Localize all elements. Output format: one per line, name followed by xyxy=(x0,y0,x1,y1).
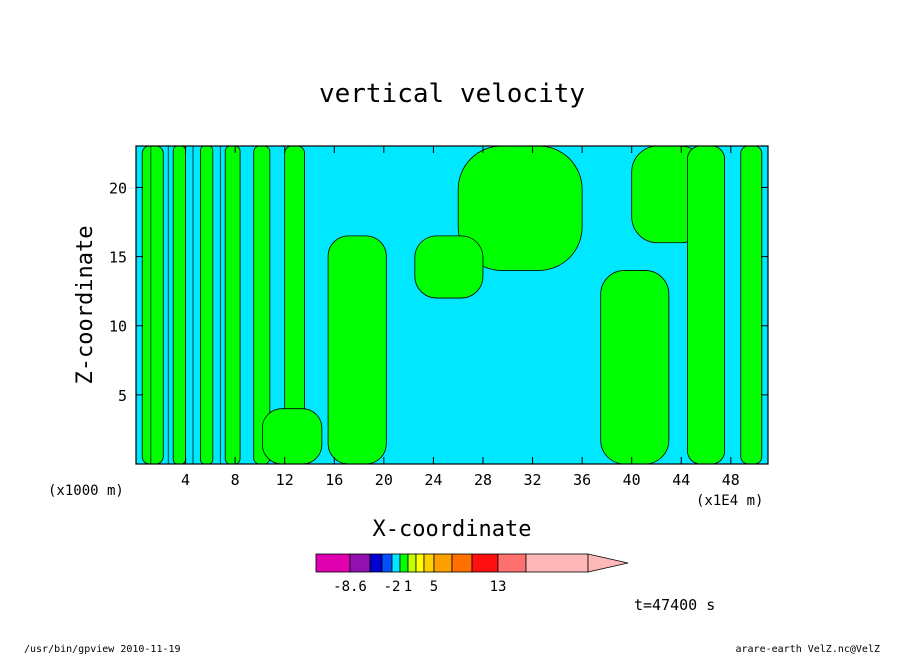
footer-right: arare-earth_VelZ.nc@VelZ xyxy=(736,644,881,654)
colorbar-tick-label: 5 xyxy=(430,579,438,595)
velocity-region-1 xyxy=(141,146,164,464)
velocity-region-11 xyxy=(600,270,670,464)
plot-frame xyxy=(135,145,769,465)
y-tick-label: 15 xyxy=(109,249,127,267)
velocity-region-8 xyxy=(327,235,387,464)
velocity-region-2 xyxy=(172,146,186,464)
x-tick-label: 8 xyxy=(231,471,240,489)
colorbar-tick-label: 13 xyxy=(490,579,507,595)
colorbar-tick-label: 1 xyxy=(404,579,412,595)
x-unit-right: (x1E4 m) xyxy=(696,493,763,509)
velocity-region-5 xyxy=(253,146,271,464)
colorbar-tick-label: -8.6 xyxy=(333,579,367,595)
velocity-regions xyxy=(141,146,763,464)
contour-streaks xyxy=(150,146,221,464)
colorbar-cell-10 xyxy=(433,553,453,573)
colorbar-arrow xyxy=(587,553,629,573)
y-tick-label: 20 xyxy=(109,179,127,197)
colorbar-cell-11 xyxy=(451,553,473,573)
velocity-region-13 xyxy=(687,146,726,464)
x-tick-label: 36 xyxy=(573,471,591,489)
colorbar-tick-label: -2 xyxy=(384,579,401,595)
colorbar-cell-1 xyxy=(315,553,351,573)
colorbar-cell-5 xyxy=(391,553,401,573)
colorbar-cell-13 xyxy=(497,553,527,573)
footer-left: /usr/bin/gpview 2010-11-19 xyxy=(24,644,181,654)
colorbar-cell-6 xyxy=(399,553,409,573)
colorbar: -8.6 -2 1 5 13 xyxy=(315,553,629,595)
y-axis: 5 10 15 20 xyxy=(109,179,768,405)
velocity-region-10 xyxy=(414,235,484,299)
colorbar-cell-9 xyxy=(423,553,435,573)
y-tick-label: 5 xyxy=(118,387,127,405)
colorbar-cell-4 xyxy=(381,553,393,573)
velocity-region-14 xyxy=(740,146,763,464)
x-axis: 4 8 12 16 20 24 28 32 36 40 44 48 xyxy=(181,146,740,489)
colorbar-cell-14 xyxy=(525,553,589,573)
x-tick-label: 40 xyxy=(623,471,641,489)
x-tick-label: 48 xyxy=(722,471,740,489)
plot-area xyxy=(136,146,768,464)
colorbar-cell-12 xyxy=(471,553,499,573)
velocity-region-7 xyxy=(262,408,323,464)
x-axis-label: X-coordinate xyxy=(373,517,532,542)
x-tick-label: 32 xyxy=(524,471,542,489)
velocity-region-6 xyxy=(284,146,305,464)
x-tick-label: 44 xyxy=(672,471,690,489)
x-tick-label: 20 xyxy=(375,471,393,489)
x-tick-label: 24 xyxy=(424,471,442,489)
colorbar-cell-3 xyxy=(369,553,383,573)
velocity-region-4 xyxy=(224,146,241,464)
y-tick-label: 10 xyxy=(109,318,127,336)
x-tick-label: 4 xyxy=(181,471,190,489)
colorbar-cell-8 xyxy=(415,553,425,573)
colorbar-cell-7 xyxy=(407,553,417,573)
x-tick-label: 28 xyxy=(474,471,492,489)
x-tick-label: 12 xyxy=(276,471,294,489)
y-axis-label: Z-coordinate xyxy=(73,226,98,385)
velocity-region-3 xyxy=(200,146,214,464)
x-unit-left: (x1000 m) xyxy=(48,483,124,499)
time-label: t=47400 s xyxy=(634,596,715,614)
velocity-region-9 xyxy=(457,146,583,271)
chart-title: vertical velocity xyxy=(319,79,585,109)
colorbar-cell-2 xyxy=(349,553,371,573)
x-tick-label: 16 xyxy=(325,471,343,489)
